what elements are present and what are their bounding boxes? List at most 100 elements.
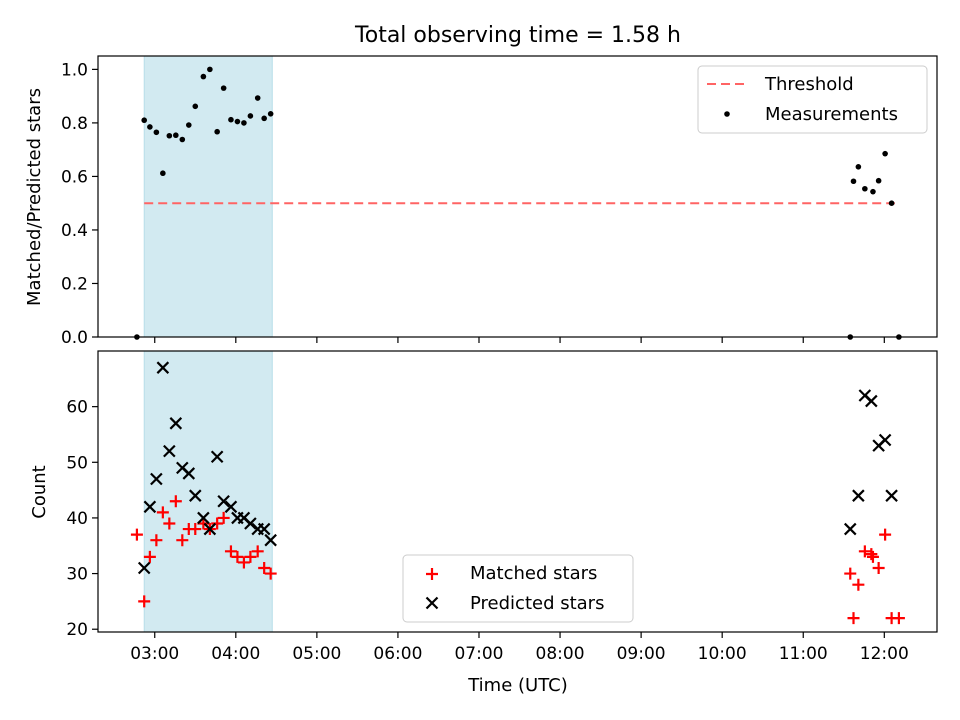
predicted-stars-point [143,500,157,514]
bottom-y-axis-label: Count [29,465,50,518]
matched-stars-point [865,548,878,561]
predicted-stars-point [188,489,202,502]
matched-stars-point [844,567,857,580]
measurement-point [153,129,160,136]
measurement-point [870,188,876,195]
predicted-stars-point [843,522,857,536]
matched-stars-point [847,612,860,625]
measurement-point [192,103,199,110]
measurement-point [173,132,179,139]
top-y-tick-label: 0.2 [61,274,88,294]
matched-stars-point [251,545,264,558]
predicted-stars-point [169,417,183,430]
matched-stars-point [169,495,182,508]
measurement-point [147,124,153,130]
plot-layer: 0.0 0.2 0.4 0.6 0.8 1.0 20 30 40 50 60 03:00 04:00 05… [61,55,938,664]
top-legend-box [697,65,928,134]
chart-title: Total observing time = 1.58 h [354,23,681,48]
top-y-tick-label: 0.0 [61,328,88,348]
bottom-y-tick-label: 60 [66,398,88,418]
matched-stars-point [866,550,879,563]
measurement-point [882,150,888,157]
matched-stars-point [852,578,865,591]
matched-stars-point [211,517,224,530]
predicted-stars-point [264,533,277,547]
legend-threshold-label: Threshold [764,74,854,95]
legend-measurements-label: Measurements [765,104,898,125]
x-tick-label: 10:00 [698,644,747,664]
predicted-stars-point [244,517,257,530]
bottom-legend-box [402,554,634,623]
x-tick-label: 12:00 [860,644,909,664]
predicted-stars-point [210,450,224,464]
matched-stars-point [237,556,250,569]
x-tick-label: 07:00 [454,644,503,664]
matched-stars-point [176,534,189,547]
predicted-stars-point [203,522,217,536]
top-y-axis-label: Matched/Predicted stars [24,88,45,306]
measurement-point [207,66,213,73]
matched-stars-point [197,517,210,530]
measurement-point [875,177,882,184]
x-tick-label: 05:00 [292,644,341,664]
predicted-stars-point [878,433,892,447]
measurement-point [166,132,173,139]
predicted-stars-point [865,394,878,408]
matched-stars-point [138,595,151,608]
measurement-point [862,185,868,192]
measurement-point [855,163,862,170]
top-shaded-span [143,55,273,338]
top-y-tick-label: 0.4 [61,221,88,241]
matched-stars-point [892,612,905,625]
measurement-point [261,115,267,122]
measurement-point [185,122,192,128]
measurement-point [220,85,227,91]
legend-predicted-swatch [425,596,439,610]
x-tick-label: 04:00 [211,644,260,664]
legend-measurements-swatch [724,111,730,117]
predicted-stars-point [182,467,196,480]
predicted-stars-point [852,489,865,502]
top-y-tick-label: 0.8 [61,114,88,134]
matched-stars-point [858,545,871,558]
top-y-tick-label: 0.6 [61,167,88,187]
bottom-y-tick-label: 40 [66,509,88,529]
x-tick-label: 09:00 [617,644,666,664]
legend-matched-swatch [426,568,438,580]
x-axis-label: Time (UTC) [467,675,568,696]
predicted-stars-point [137,561,151,575]
measurement-point [234,118,241,125]
bottom-legend: Matched stars Predicted stars [402,554,634,623]
predicted-stars-point [257,522,271,536]
measurement-point [160,170,166,177]
matched-stars-point [258,562,271,575]
predicted-stars-point [224,500,238,514]
predicted-stars-point [156,361,170,374]
matched-stars-point [150,534,163,547]
measurement-point [850,178,857,185]
predicted-stars-point [217,494,230,508]
measurement-point [141,117,148,124]
matched-stars-point [163,517,176,530]
matched-stars-point [189,523,202,536]
measurement-point [247,113,254,119]
top-y-tick-label: 1.0 [61,60,88,80]
legend-matched-label: Matched stars [470,563,597,584]
measurement-point [200,73,207,80]
x-tick-label: 11:00 [779,644,828,664]
matched-stars-point [217,511,230,524]
measurement-point [254,95,261,101]
measurement-point [214,128,220,135]
predicted-stars-point [197,511,210,525]
matched-stars-point [130,528,143,541]
x-tick-label: 06:00 [373,644,422,664]
x-tick-label: 08:00 [536,644,585,664]
predicted-stars-point [885,489,898,502]
matched-stars-point [264,567,277,580]
matched-stars-point [231,550,244,563]
matched-stars-point [872,562,885,575]
bottom-y-tick-label: 20 [66,620,88,640]
matched-stars-point [143,550,156,563]
top-axes-frame [97,55,938,338]
